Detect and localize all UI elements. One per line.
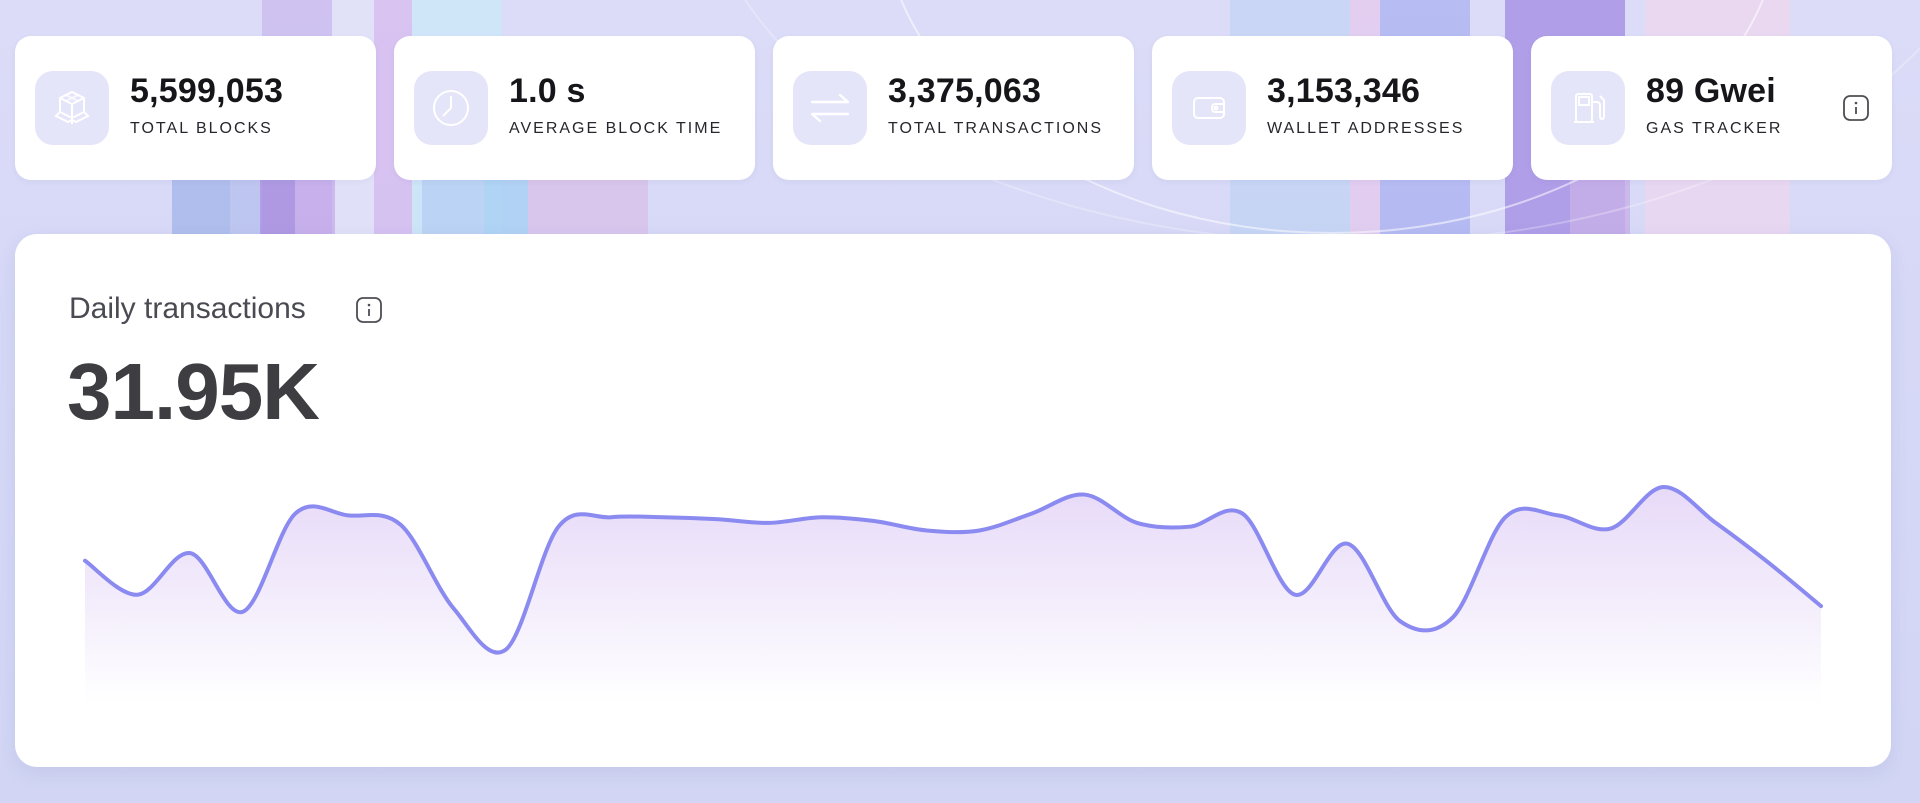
wallet-icon xyxy=(1172,71,1246,145)
stat-value: 1.0 s xyxy=(509,72,586,110)
daily-transactions-info-icon[interactable] xyxy=(355,296,383,324)
stat-value: 5,599,053 xyxy=(130,72,284,110)
chart-point-9 xyxy=(555,524,561,530)
stat-card-gas-tracker: 89 Gwei GAS TRACKER xyxy=(1531,36,1892,180)
chart-point-27 xyxy=(1502,514,1508,520)
chart-point-8 xyxy=(503,647,509,653)
chart-point-30 xyxy=(1660,484,1666,490)
chart-point-32 xyxy=(1765,560,1771,566)
chart-point-0 xyxy=(82,558,88,564)
chart-point-29 xyxy=(1608,526,1614,532)
chart-point-7 xyxy=(450,605,456,611)
chart-area xyxy=(85,486,1821,704)
chart-point-31 xyxy=(1713,520,1719,526)
chart-point-18 xyxy=(1029,510,1035,516)
chart-point-21 xyxy=(1187,524,1193,530)
daily-transactions-chart xyxy=(82,484,1824,704)
chart-series-line xyxy=(83,484,1823,655)
chart-point-17 xyxy=(976,527,982,533)
stat-value: 89 Gwei xyxy=(1646,72,1776,110)
chart-point-3 xyxy=(240,609,246,615)
chart-point-1 xyxy=(135,592,141,598)
chart-point-12 xyxy=(713,516,719,522)
clock-icon xyxy=(414,71,488,145)
chart-point-19 xyxy=(1082,492,1088,498)
stat-card-average-block-time: 1.0 s AVERAGE BLOCK TIME xyxy=(394,36,755,180)
chart-point-10 xyxy=(608,514,614,520)
stat-card-total-blocks: 5,599,053 TOTAL BLOCKS xyxy=(15,36,376,180)
chart-point-11 xyxy=(661,514,667,520)
stat-value: 3,153,346 xyxy=(1267,72,1421,110)
chart-point-5 xyxy=(345,512,351,518)
stat-label: TOTAL TRANSACTIONS xyxy=(888,120,1103,137)
cubes-icon xyxy=(35,71,109,145)
stat-label: AVERAGE BLOCK TIME xyxy=(509,120,723,137)
transfer-arrows-icon xyxy=(793,71,867,145)
stat-card-wallet-addresses: 3,153,346 WALLET ADDRESSES xyxy=(1152,36,1513,180)
chart-point-20 xyxy=(1134,520,1140,526)
stat-card-total-transactions: 3,375,063 TOTAL TRANSACTIONS xyxy=(773,36,1134,180)
chart-point-26 xyxy=(1450,614,1456,620)
chart-point-6 xyxy=(398,522,404,528)
chart-current-value: 31.95K xyxy=(67,347,320,436)
chart-point-25 xyxy=(1397,618,1403,624)
chart-point-2 xyxy=(187,550,193,556)
chart-point-33 xyxy=(1818,603,1824,609)
stat-label: GAS TRACKER xyxy=(1646,120,1783,137)
chart-point-16 xyxy=(924,527,930,533)
stat-label: TOTAL BLOCKS xyxy=(130,120,273,137)
chart-point-15 xyxy=(871,518,877,524)
chart-point-13 xyxy=(766,520,772,526)
daily-transactions-card: Daily transactions 31.95K xyxy=(15,234,1891,767)
gas-tracker-info-icon[interactable] xyxy=(1842,94,1870,122)
chart-title: Daily transactions xyxy=(69,292,306,325)
stat-value: 3,375,063 xyxy=(888,72,1042,110)
chart-point-22 xyxy=(1239,510,1245,516)
chart-point-23 xyxy=(1292,592,1298,598)
chart-point-28 xyxy=(1555,512,1561,518)
chart-point-24 xyxy=(1345,541,1351,547)
stat-label: WALLET ADDRESSES xyxy=(1267,120,1465,137)
chart-point-4 xyxy=(292,510,298,516)
chart-point-14 xyxy=(818,514,824,520)
fuel-pump-icon xyxy=(1551,71,1625,145)
